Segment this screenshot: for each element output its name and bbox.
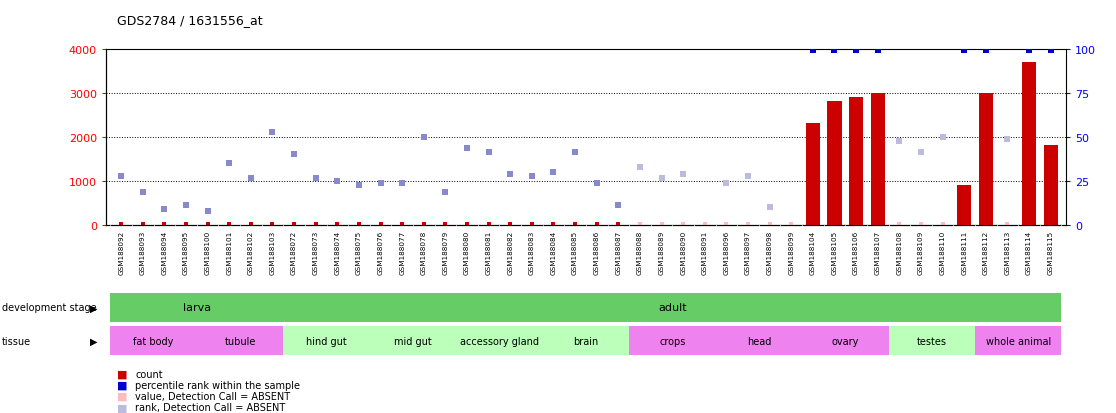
Text: crops: crops [660,336,685,346]
Text: head: head [747,336,771,346]
Text: GSM188074: GSM188074 [335,230,340,275]
Text: ■: ■ [117,391,127,401]
Text: GSM188097: GSM188097 [745,230,751,275]
Text: GSM188108: GSM188108 [896,230,903,275]
Text: GSM188091: GSM188091 [702,230,708,275]
Text: GSM188105: GSM188105 [831,230,837,275]
Text: GSM188082: GSM188082 [508,230,513,275]
Bar [979,93,993,225]
Text: GSM188107: GSM188107 [875,230,881,275]
Text: GSM188085: GSM188085 [573,230,578,275]
Text: rank, Detection Call = ABSENT: rank, Detection Call = ABSENT [135,402,286,412]
Text: ▶: ▶ [89,336,97,346]
Text: count: count [135,369,163,379]
Text: GSM188079: GSM188079 [442,230,449,275]
Text: GSM188072: GSM188072 [291,230,297,275]
Bar [369,326,456,356]
Text: GSM188076: GSM188076 [377,230,384,275]
Text: GSM188092: GSM188092 [118,230,124,275]
Text: mid gut: mid gut [394,336,432,346]
Text: GSM188112: GSM188112 [983,230,989,275]
Text: GSM188086: GSM188086 [594,230,599,275]
Text: accessory gland: accessory gland [460,336,539,346]
Bar [283,326,369,356]
Bar [1043,146,1058,225]
Text: fat body: fat body [134,336,174,346]
Text: GSM188101: GSM188101 [227,230,232,275]
Text: larva: larva [183,303,211,313]
Text: GSM188099: GSM188099 [788,230,795,275]
Text: GSM188114: GSM188114 [1026,230,1032,275]
Text: GSM188080: GSM188080 [464,230,470,275]
Text: GSM188075: GSM188075 [356,230,362,275]
Bar [888,326,975,356]
Text: GSM188095: GSM188095 [183,230,189,275]
Bar [870,93,885,225]
Text: GSM188094: GSM188094 [162,230,167,275]
Text: GSM188113: GSM188113 [1004,230,1010,275]
Bar [975,326,1061,356]
Text: ■: ■ [117,380,127,390]
Text: testes: testes [916,336,946,346]
Text: GSM188110: GSM188110 [940,230,945,275]
Text: GSM188078: GSM188078 [421,230,426,275]
Text: ■: ■ [117,369,127,379]
Bar [958,185,971,225]
Bar [806,124,820,225]
Bar [196,326,283,356]
Text: development stage: development stage [2,303,97,313]
Text: ▶: ▶ [89,303,97,313]
Bar [283,293,1061,323]
Bar [802,326,888,356]
Text: percentile rank within the sample: percentile rank within the sample [135,380,300,390]
Text: ovary: ovary [831,336,859,346]
Text: GSM188104: GSM188104 [810,230,816,275]
Text: GSM188090: GSM188090 [680,230,686,275]
Text: GSM188088: GSM188088 [637,230,643,275]
Text: value, Detection Call = ABSENT: value, Detection Call = ABSENT [135,391,290,401]
Text: whole animal: whole animal [985,336,1051,346]
Bar [110,326,196,356]
Text: GDS2784 / 1631556_at: GDS2784 / 1631556_at [117,14,262,27]
Text: GSM188087: GSM188087 [615,230,622,275]
Text: GSM188111: GSM188111 [961,230,968,275]
Text: GSM188084: GSM188084 [550,230,557,275]
Text: GSM188102: GSM188102 [248,230,253,275]
Text: GSM188077: GSM188077 [400,230,405,275]
Text: adult: adult [658,303,686,313]
Text: ■: ■ [117,402,127,412]
Bar [1022,63,1036,225]
Text: GSM188109: GSM188109 [918,230,924,275]
Text: GSM188103: GSM188103 [269,230,276,275]
Text: GSM188115: GSM188115 [1048,230,1054,275]
Text: GSM188096: GSM188096 [723,230,730,275]
Bar [849,98,863,225]
Text: tissue: tissue [2,336,31,346]
Bar [110,293,283,323]
Text: tubule: tubule [224,336,256,346]
Text: GSM188083: GSM188083 [529,230,535,275]
Text: GSM188081: GSM188081 [485,230,492,275]
Bar [629,326,715,356]
Text: brain: brain [574,336,598,346]
Bar [827,102,841,225]
Text: GSM188089: GSM188089 [658,230,664,275]
Bar [456,326,542,356]
Bar [542,326,629,356]
Text: GSM188073: GSM188073 [312,230,319,275]
Text: GSM188093: GSM188093 [140,230,146,275]
Text: GSM188106: GSM188106 [853,230,859,275]
Text: GSM188098: GSM188098 [767,230,772,275]
Bar [715,326,802,356]
Text: hind gut: hind gut [306,336,347,346]
Text: GSM188100: GSM188100 [204,230,211,275]
